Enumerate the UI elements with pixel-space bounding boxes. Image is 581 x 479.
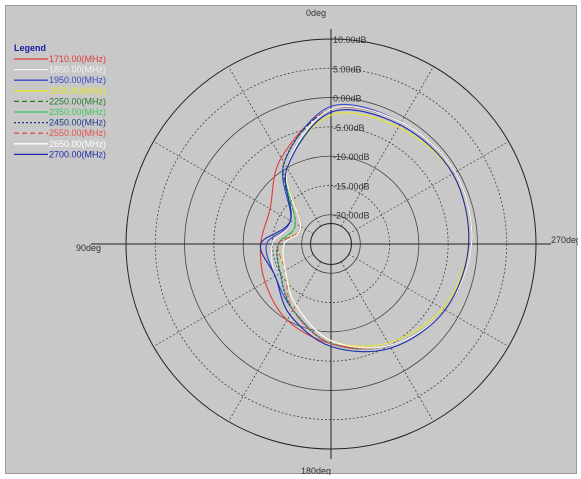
grid-spoke bbox=[153, 141, 314, 235]
legend-entry: 2450.00(MHz) bbox=[49, 118, 106, 128]
legend: Legend 1710.00(MHz)1850.00(MHz)1950.00(M… bbox=[14, 43, 106, 159]
grid-spoke bbox=[340, 66, 434, 227]
legend-title: Legend bbox=[14, 43, 46, 53]
radial-labels: 10.00dB 5.00dB 0.00dB -5.00dB -10.00dB -15.00… bbox=[333, 35, 370, 221]
grid-spoke bbox=[348, 141, 509, 235]
legend-entry: 2650.00(MHz) bbox=[49, 139, 106, 149]
chart-frame: 0deg 90deg 180deg 270deg 10.00dB 5.00dB 0.… bbox=[5, 5, 578, 475]
series-line-1 bbox=[259, 106, 473, 349]
grid-spoke bbox=[153, 253, 314, 347]
polar-chart: 0deg 90deg 180deg 270deg 10.00dB 5.00dB 0.… bbox=[14, 8, 578, 475]
grid-spoke bbox=[228, 261, 322, 422]
legend-entry: 2550.00(MHz) bbox=[49, 128, 106, 138]
polar-grid bbox=[91, 29, 551, 459]
angle-label-270: 270deg bbox=[551, 235, 578, 245]
grid-spoke bbox=[340, 261, 434, 422]
series-line-8 bbox=[277, 106, 473, 350]
angle-label-0: 0deg bbox=[306, 8, 326, 18]
series-line-3 bbox=[265, 103, 473, 350]
radial-label: 10.00dB bbox=[333, 35, 367, 45]
legend-entry: 2250.00(MHz) bbox=[49, 96, 106, 106]
axis-labels: 0deg 90deg 180deg 270deg bbox=[76, 8, 578, 475]
grid-spoke bbox=[348, 253, 509, 347]
angle-label-180: 180deg bbox=[301, 466, 331, 475]
series-lines bbox=[259, 103, 473, 353]
angle-label-90: 90deg bbox=[76, 243, 101, 253]
series-line-9 bbox=[282, 106, 473, 349]
legend-entry: 1950.00(MHz) bbox=[49, 75, 106, 85]
radial-label: 5.00dB bbox=[333, 64, 362, 74]
legend-entry: 1710.00(MHz) bbox=[49, 54, 106, 64]
radial-label: -15.00dB bbox=[333, 181, 370, 191]
radial-label: -20.00dB bbox=[333, 211, 370, 221]
grid-spoke bbox=[228, 66, 322, 227]
legend-entry: 1850.00(MHz) bbox=[49, 65, 106, 75]
radial-label: 0.00dB bbox=[333, 94, 362, 104]
legend-entry: 2050.00(MHz) bbox=[49, 86, 106, 96]
series-line-10 bbox=[259, 109, 470, 353]
radial-label: -10.00dB bbox=[333, 152, 370, 162]
legend-entry: 2350.00(MHz) bbox=[49, 107, 106, 117]
radial-label: -5.00dB bbox=[333, 123, 365, 133]
legend-entry: 2700.00(MHz) bbox=[49, 149, 106, 159]
